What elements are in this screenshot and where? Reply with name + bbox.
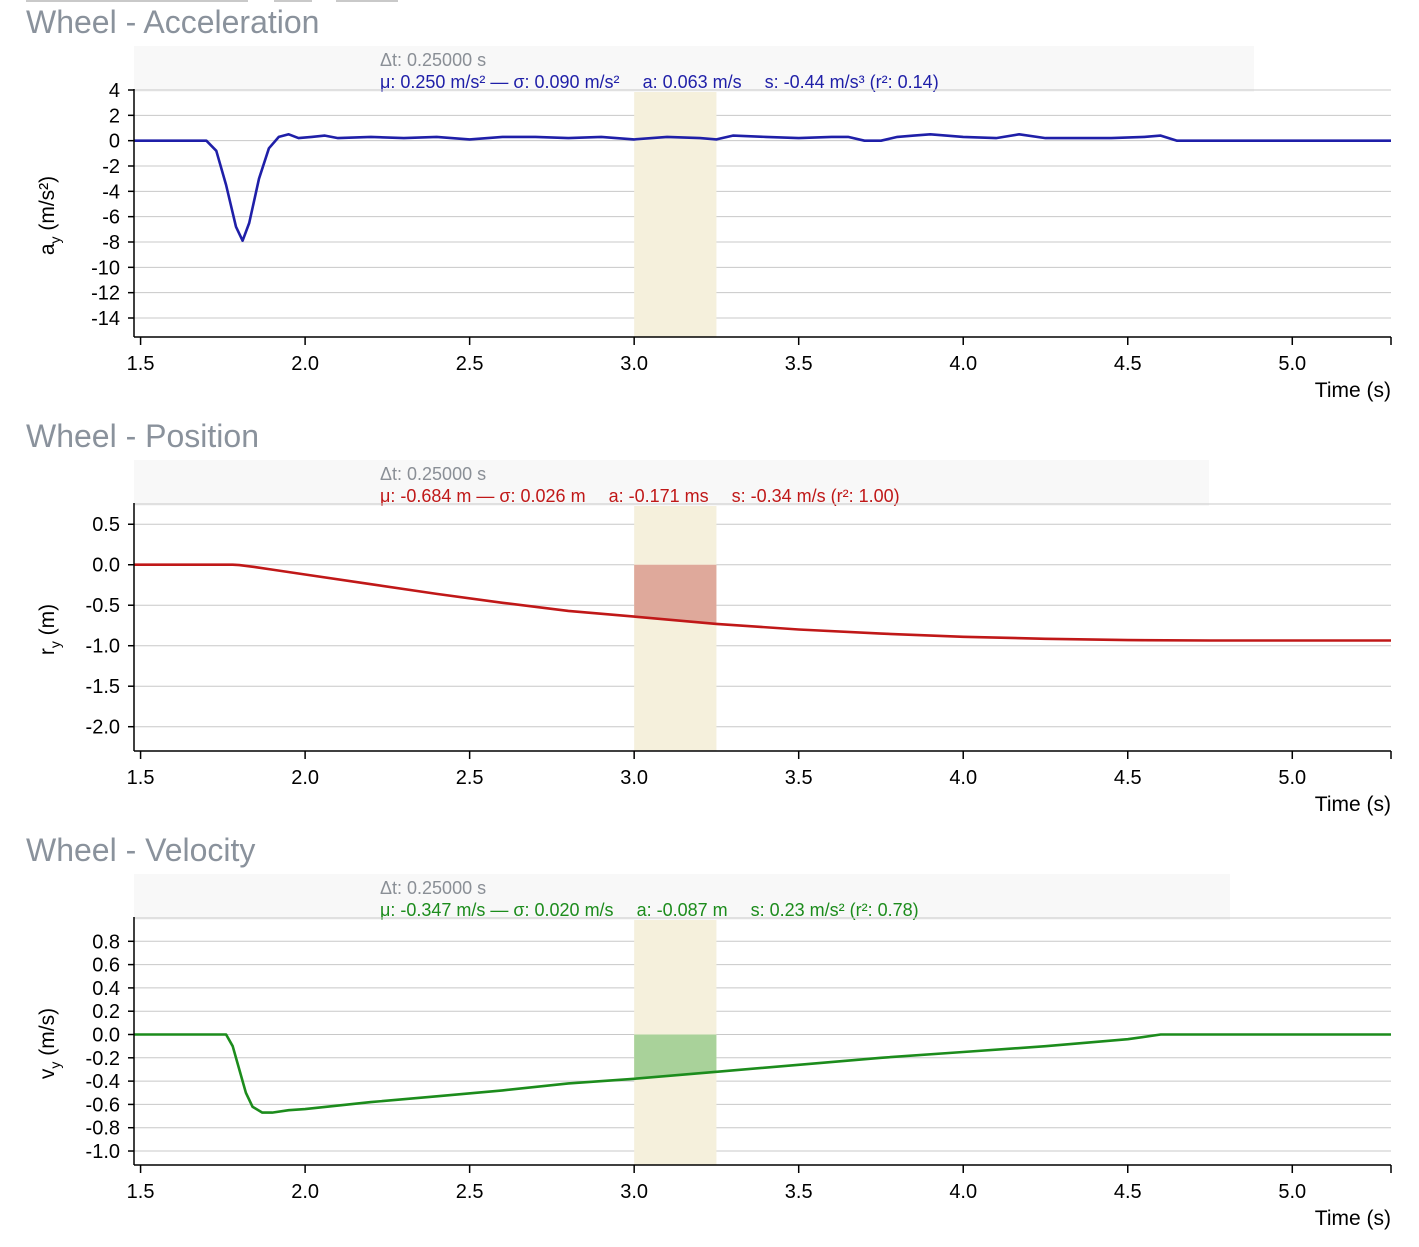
y-tick-label: 4 <box>109 80 120 102</box>
y-tick-label: 0 <box>109 131 120 153</box>
y-tick-label: -12 <box>91 283 120 305</box>
info-mean: μ: -0.684 m — σ: 0.026 m <box>380 486 586 506</box>
y-tick-label: -0.5 <box>86 595 120 617</box>
info-slope: s: -0.34 m/s (r²: 1.00) <box>731 486 900 506</box>
y-tick-label: 0.8 <box>92 931 120 953</box>
top-tab-3[interactable] <box>336 0 398 2</box>
panel-title: Wheel - Position <box>26 418 259 454</box>
x-tick-label: 3.5 <box>785 767 813 789</box>
x-tick-label: 1.5 <box>127 767 155 789</box>
x-axis-title: Time (s) <box>1315 379 1391 402</box>
info-stats: μ: -0.347 m/s — σ: 0.020 m/s a: -0.087 m… <box>380 900 937 921</box>
info-mean: μ: 0.250 m/s² — σ: 0.090 m/s² <box>380 72 620 92</box>
velocity-plot[interactable]: 0.80.60.40.20.0-0.2-0.4-0.6-0.8-1.0 1.5 2.… <box>0 828 1419 1242</box>
y-axis-title: vy (m/s) <box>36 1008 63 1079</box>
x-tick-label: 2.5 <box>456 767 484 789</box>
position-panel: Wheel - Position Δt: 0.25000 s μ: -0.684… <box>0 414 1419 828</box>
x-tick-label: 4.0 <box>949 767 977 789</box>
x-tick-label: 4.5 <box>1114 1181 1142 1203</box>
x-tick-label: 3.5 <box>785 353 813 375</box>
y-tick-label: -1.0 <box>86 1141 120 1163</box>
y-tick-label: 0.4 <box>92 978 120 1000</box>
y-axis-title: ry (m) <box>36 604 63 655</box>
y-tick-label: -0.6 <box>86 1094 120 1116</box>
y-tick-label: -1.0 <box>86 636 120 658</box>
panel-title: Wheel - Acceleration <box>26 4 320 40</box>
y-tick-label: 0.0 <box>92 1025 120 1047</box>
info-area: a: -0.171 ms <box>608 486 709 506</box>
x-tick-label: 3.0 <box>620 767 648 789</box>
x-tick-label: 4.5 <box>1114 767 1142 789</box>
series-line <box>134 133 1391 242</box>
panel-title: Wheel - Velocity <box>26 832 256 868</box>
info-area: a: -0.087 m <box>636 900 728 920</box>
info-box: Δt: 0.25000 s μ: 0.250 m/s² — σ: 0.090 m… <box>134 46 1254 92</box>
info-dt: Δt: 0.25000 s <box>380 878 487 898</box>
selection-integral-fill <box>634 564 717 624</box>
y-tick-label: 0.5 <box>92 514 120 536</box>
y-tick-label: -2 <box>102 156 120 178</box>
y-tick-label: 0.0 <box>92 555 120 577</box>
x-tick-label: 5.0 <box>1278 353 1306 375</box>
x-tick-label: 2.5 <box>456 353 484 375</box>
x-tick-label: 1.5 <box>127 1181 155 1203</box>
x-tick-label: 4.0 <box>949 1181 977 1203</box>
info-dt: Δt: 0.25000 s <box>380 464 487 484</box>
velocity-panel: Wheel - Velocity Δt: 0.25000 s μ: -0.347… <box>0 828 1419 1242</box>
y-tick-label: -1.5 <box>86 676 120 698</box>
position-plot[interactable]: 0.5 0.0 -0.5 -1.0 -1.5 -2.0 1.5 2.0 2.5 3.0 3.5 4.0… <box>0 414 1419 828</box>
x-tick-label: 4.0 <box>949 353 977 375</box>
selection-integral-fill <box>634 1034 717 1079</box>
x-tick-label: 3.5 <box>785 1181 813 1203</box>
x-axis-title: Time (s) <box>1315 1207 1391 1230</box>
selection-band[interactable] <box>634 506 717 751</box>
acceleration-panel: Wheel - Acceleration Δt: 0.25000 s μ: 0.… <box>0 0 1419 414</box>
y-tick-label: 2 <box>109 105 120 127</box>
y-tick-label: -0.8 <box>86 1118 120 1140</box>
info-box: Δt: 0.25000 s μ: -0.684 m — σ: 0.026 m a… <box>134 460 1209 506</box>
y-tick-label: -14 <box>91 308 120 330</box>
x-tick-label: 5.0 <box>1278 1181 1306 1203</box>
info-area: a: 0.063 m/s <box>642 72 742 92</box>
selection-band[interactable] <box>634 92 717 337</box>
x-tick-label: 2.0 <box>291 767 319 789</box>
x-tick-label: 5.0 <box>1278 767 1306 789</box>
y-tick-label: -0.4 <box>86 1071 120 1093</box>
info-box: Δt: 0.25000 s μ: -0.347 m/s — σ: 0.020 m… <box>134 874 1230 920</box>
y-tick-label: -2.0 <box>86 717 120 739</box>
x-tick-label: 4.5 <box>1114 353 1142 375</box>
x-tick-label: 3.0 <box>620 1181 648 1203</box>
top-tab-2[interactable] <box>274 0 312 2</box>
x-tick-label: 1.5 <box>127 353 155 375</box>
top-tab-1[interactable] <box>26 0 248 2</box>
info-slope: s: 0.23 m/s² (r²: 0.78) <box>750 900 919 920</box>
y-tick-label: 0.2 <box>92 1001 120 1023</box>
info-stats: μ: -0.684 m — σ: 0.026 m a: -0.171 ms s:… <box>380 486 918 507</box>
y-tick-label: 0.6 <box>92 955 120 977</box>
acceleration-plot[interactable]: 4 2 0 -2 -4 -6 -8 -10 -12 -14 1.5 2.0 2.5 3.0 3.5 4.0 4.… <box>0 0 1419 414</box>
x-tick-label: 2.5 <box>456 1181 484 1203</box>
info-slope: s: -0.44 m/s³ (r²: 0.14) <box>764 72 939 92</box>
y-tick-label: -10 <box>91 257 120 279</box>
x-tick-label: 2.0 <box>291 1181 319 1203</box>
y-tick-label: -8 <box>102 232 120 254</box>
series-line <box>134 563 1391 642</box>
x-tick-label: 2.0 <box>291 353 319 375</box>
series-line <box>134 1033 1391 1114</box>
x-tick-label: 3.0 <box>620 353 648 375</box>
info-mean: μ: -0.347 m/s — σ: 0.020 m/s <box>380 900 614 920</box>
info-stats: μ: 0.250 m/s² — σ: 0.090 m/s² a: 0.063 m… <box>380 72 957 93</box>
y-tick-label: -0.2 <box>86 1048 120 1070</box>
y-axis-title: ay (m/s²) <box>36 176 63 255</box>
y-tick-label: -4 <box>102 181 120 203</box>
x-axis-title: Time (s) <box>1315 793 1391 816</box>
info-dt: Δt: 0.25000 s <box>380 50 487 70</box>
y-tick-label: -6 <box>102 207 120 229</box>
